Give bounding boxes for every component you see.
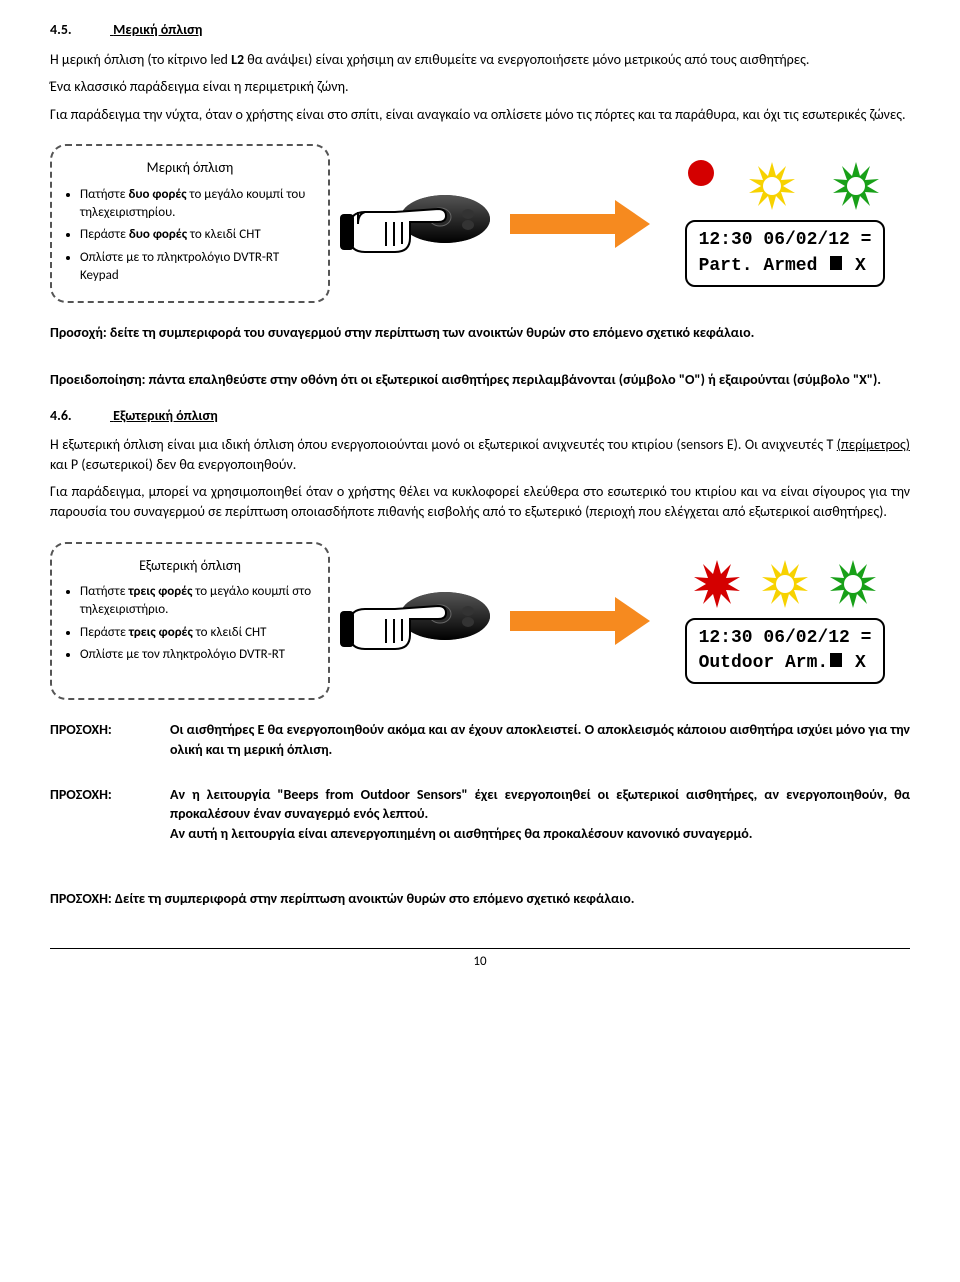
- lcd2-line1: 12:30 06/02/12 =: [699, 626, 872, 651]
- notice-3: ΠΡΟΣΟΧΗ: Δείτε τη συμπεριφορά στην περίπ…: [50, 889, 910, 909]
- section-45-num: 4.5.: [50, 20, 110, 40]
- s45-p3: Για παράδειγμα την νύχτα, όταν ο χρήστης…: [50, 105, 910, 125]
- remote-illustration-1: [340, 164, 500, 284]
- s46-p2: Για παράδειγμα, μπορεί να χρησιμοποιηθεί…: [50, 482, 910, 521]
- remote-illustration-2: [340, 561, 500, 681]
- section-46-header: 4.6. Εξωτερική όπλιση: [50, 406, 910, 426]
- section-45-title: Μερική όπλιση: [113, 21, 202, 38]
- cursor-block-2: [830, 653, 842, 667]
- box1-item1: Πατήστε δυο φορές το μεγάλο κουμπί του τ…: [80, 186, 318, 222]
- instruction-box-2: Εξωτερική όπλιση Πατήστε τρεις φορές το …: [50, 542, 330, 700]
- led-red: [688, 160, 714, 186]
- led-green-burst-2: [827, 558, 879, 610]
- arrow-icon-2: [510, 597, 650, 645]
- instruction-box-1: Μερική όπλιση Πατήστε δυο φορές το μεγάλ…: [50, 144, 330, 303]
- led-green-burst: [830, 160, 882, 212]
- diagram-outdoor-arm: Εξωτερική όπλιση Πατήστε τρεις φορές το …: [50, 542, 910, 700]
- box2-item2: Περάστε τρεις φορές το κλειδί CHT: [80, 624, 318, 642]
- section-46-num: 4.6.: [50, 406, 110, 426]
- arrow-icon-1: [510, 200, 650, 248]
- lcd1-line1: 12:30 06/02/12 =: [699, 228, 872, 253]
- lcd-display-2: 12:30 06/02/12 = Outdoor Arm. X: [685, 618, 886, 684]
- lcd1-line2: Part. Armed X: [699, 254, 872, 279]
- diagram-partial-arm: Μερική όπλιση Πατήστε δυο φορές το μεγάλ…: [50, 144, 910, 303]
- led-row-1: [688, 160, 882, 212]
- section-45-header: 4.5. Μερική όπλιση: [50, 20, 910, 40]
- box2-item1: Πατήστε τρεις φορές το μεγάλο κουμπί στο…: [80, 583, 318, 619]
- led-yellow-burst: [746, 160, 798, 212]
- notice-1-body: Οι αισθητήρες E θα ενεργοποιηθούν ακόμα …: [170, 720, 910, 759]
- box1-item2: Περάστε δυο φορές το κλειδί CHT: [80, 226, 318, 244]
- notice-2: ΠΡΟΣΟΧΗ: Αν η λειτουργία "Beeps from Out…: [50, 785, 910, 844]
- led-row-2: [691, 558, 879, 610]
- s46-p1: Η εξωτερική όπλιση είναι μια ιδική όπλισ…: [50, 435, 910, 474]
- cursor-block: [830, 256, 842, 270]
- box1-title: Μερική όπλιση: [62, 158, 318, 178]
- box2-item3: Οπλίστε με τον πληκτρολόγιο DVTR-RT: [80, 646, 318, 664]
- s45-p2: Ένα κλασσικό παράδειγμα είναι η περιμετρ…: [50, 77, 910, 97]
- notice-2-label: ΠΡΟΣΟΧΗ:: [50, 785, 170, 844]
- led-yellow-burst-2: [759, 558, 811, 610]
- lcd2-line2: Outdoor Arm. X: [699, 651, 872, 676]
- box2-title: Εξωτερική όπλιση: [62, 556, 318, 576]
- page-number: 10: [50, 948, 910, 971]
- notice-2-body: Αν η λειτουργία "Beeps from Outdoor Sens…: [170, 785, 910, 844]
- s45-p1: Η μερική όπλιση (το κίτρινο led L2 θα αν…: [50, 50, 910, 70]
- notice-1: ΠΡΟΣΟΧΗ: Οι αισθητήρες E θα ενεργοποιηθο…: [50, 720, 910, 759]
- notice-1-label: ΠΡΟΣΟΧΗ:: [50, 720, 170, 759]
- box1-item3: Οπλίστε με το πληκτρολόγιο DVTR-RT Keypa…: [80, 249, 318, 285]
- warn-2: Προειδοποίηση: πάντα επαληθεύστε στην οθ…: [50, 370, 910, 390]
- section-46-title: Εξωτερική όπλιση: [113, 407, 218, 424]
- warn-1: Προσοχή: δείτε τη συμπεριφορά του συναγε…: [50, 323, 910, 343]
- led-red-burst: [691, 558, 743, 610]
- lcd-display-1: 12:30 06/02/12 = Part. Armed X: [685, 220, 886, 286]
